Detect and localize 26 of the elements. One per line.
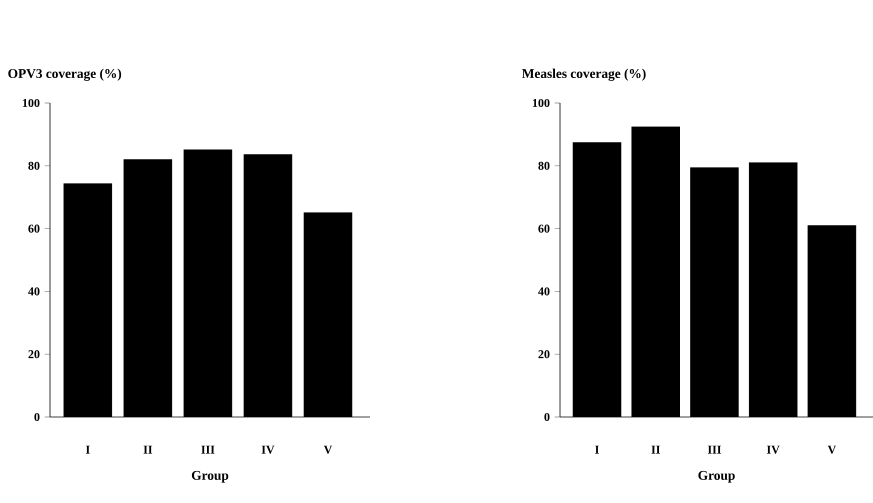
x-tick-label: IV xyxy=(766,446,780,454)
x-tick-label: I xyxy=(86,446,90,454)
x-tick-label: I xyxy=(595,446,599,454)
chart-title: OPV3 coverage (%) xyxy=(8,68,122,81)
y-tick-label: 0 xyxy=(544,412,550,422)
y-tick-label: 40 xyxy=(538,287,550,296)
x-tick-label: V xyxy=(828,446,836,454)
y-tick-label: 80 xyxy=(28,162,40,170)
y-tick-label: 20 xyxy=(28,350,40,358)
x-axis-title: Group xyxy=(192,470,228,483)
x-tick-label: V xyxy=(324,446,332,454)
x-tick-label: IV xyxy=(262,446,274,454)
y-tick-label: 80 xyxy=(538,162,550,170)
y-tick-label: 60 xyxy=(538,224,550,233)
x-tick-label: III xyxy=(201,446,214,454)
y-tick-label: 20 xyxy=(538,350,550,358)
x-tick-label: III xyxy=(708,446,722,454)
y-tick-label: 100 xyxy=(532,98,550,108)
chart-title: Measles coverage (%) xyxy=(522,68,646,81)
x-tick-label: II xyxy=(144,446,152,454)
y-tick-label: 0 xyxy=(34,412,40,422)
x-tick-label: II xyxy=(651,446,660,454)
x-axis-title: Group xyxy=(698,470,735,483)
y-tick-label: 40 xyxy=(28,287,40,296)
y-tick-label: 60 xyxy=(28,224,40,233)
y-tick-label: 100 xyxy=(22,98,40,108)
